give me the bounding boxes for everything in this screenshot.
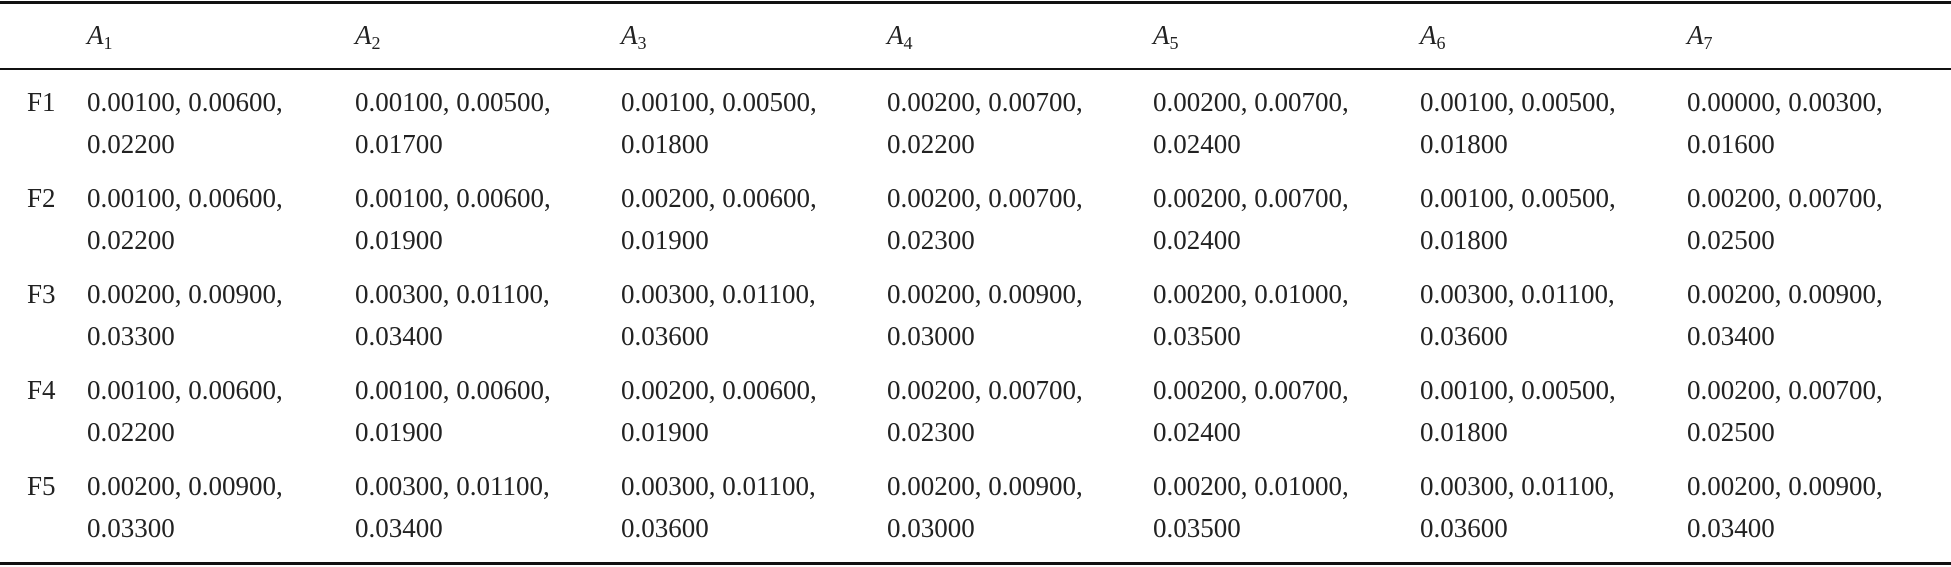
header-rule	[0, 68, 1951, 70]
column-header: A7	[1687, 14, 1713, 64]
row-label: F2	[27, 183, 56, 213]
cell-value: 0.00100, 0.00600, 0.02200	[87, 183, 283, 255]
column-header: A3	[621, 14, 647, 64]
cell-value: 0.00100, 0.00600, 0.02200	[87, 87, 283, 159]
cell-value: 0.00300, 0.01100, 0.03400	[355, 279, 550, 351]
cell-value: 0.00000, 0.00300, 0.01600	[1687, 87, 1883, 159]
column-header: A4	[887, 14, 913, 64]
cell-value: 0.00100, 0.00600, 0.01900	[355, 183, 551, 255]
top-rule	[0, 1, 1951, 4]
cell-value: 0.00200, 0.00900, 0.03400	[1687, 471, 1883, 543]
header-index: 6	[1436, 33, 1446, 53]
cell-value: 0.00300, 0.01100, 0.03600	[1420, 471, 1615, 543]
cell-value: 0.00200, 0.00700, 0.02500	[1687, 375, 1883, 447]
cell-value: 0.00200, 0.00900, 0.03400	[1687, 279, 1883, 351]
cell-value: 0.00100, 0.00500, 0.01800	[1420, 183, 1616, 255]
cell-value: 0.00200, 0.00900, 0.03000	[887, 471, 1083, 543]
cell-value: 0.00100, 0.00500, 0.01700	[355, 87, 551, 159]
cell-value: 0.00300, 0.01100, 0.03600	[621, 471, 816, 543]
bottom-rule	[0, 562, 1951, 565]
row-label: F3	[27, 279, 56, 309]
header-symbol: A	[87, 20, 104, 50]
cell-value: 0.00200, 0.00900, 0.03300	[87, 471, 283, 543]
cell-value: 0.00100, 0.00500, 0.01800	[621, 87, 817, 159]
column-header: A5	[1153, 14, 1179, 64]
cell-value: 0.00200, 0.00700, 0.02200	[887, 87, 1083, 159]
cell-value: 0.00200, 0.00700, 0.02300	[887, 183, 1083, 255]
column-header: A1	[87, 14, 113, 64]
cell-value: 0.00100, 0.00500, 0.01800	[1420, 375, 1616, 447]
cell-value: 0.00300, 0.01100, 0.03600	[1420, 279, 1615, 351]
cell-value: 0.00100, 0.00500, 0.01800	[1420, 87, 1616, 159]
cell-value: 0.00200, 0.00700, 0.02300	[887, 375, 1083, 447]
header-symbol: A	[355, 20, 372, 50]
row-label: F1	[27, 87, 56, 117]
cell-value: 0.00200, 0.00700, 0.02400	[1153, 183, 1349, 255]
header-index: 3	[637, 33, 647, 53]
header-symbol: A	[1153, 20, 1170, 50]
cell-value: 0.00200, 0.01000, 0.03500	[1153, 279, 1349, 351]
cell-value: 0.00200, 0.00600, 0.01900	[621, 375, 817, 447]
header-index: 1	[103, 33, 113, 53]
header-symbol: A	[887, 20, 904, 50]
row-label: F4	[27, 375, 56, 405]
cell-value: 0.00200, 0.00900, 0.03000	[887, 279, 1083, 351]
header-index: 4	[903, 33, 913, 53]
header-symbol: A	[1687, 20, 1704, 50]
header-index: 2	[371, 33, 381, 53]
column-header: A2	[355, 14, 381, 64]
cell-value: 0.00200, 0.00600, 0.01900	[621, 183, 817, 255]
header-index: 5	[1169, 33, 1179, 53]
cell-value: 0.00200, 0.00700, 0.02400	[1153, 375, 1349, 447]
header-symbol: A	[1420, 20, 1437, 50]
cell-value: 0.00100, 0.00600, 0.01900	[355, 375, 551, 447]
row-label: F5	[27, 471, 56, 501]
column-header: A6	[1420, 14, 1446, 64]
header-symbol: A	[621, 20, 638, 50]
cell-value: 0.00100, 0.00600, 0.02200	[87, 375, 283, 447]
header-index: 7	[1703, 33, 1713, 53]
cell-value: 0.00200, 0.00700, 0.02400	[1153, 87, 1349, 159]
cell-value: 0.00200, 0.00900, 0.03300	[87, 279, 283, 351]
cell-value: 0.00300, 0.01100, 0.03400	[355, 471, 550, 543]
cell-value: 0.00200, 0.01000, 0.03500	[1153, 471, 1349, 543]
cell-value: 0.00200, 0.00700, 0.02500	[1687, 183, 1883, 255]
cell-value: 0.00300, 0.01100, 0.03600	[621, 279, 816, 351]
